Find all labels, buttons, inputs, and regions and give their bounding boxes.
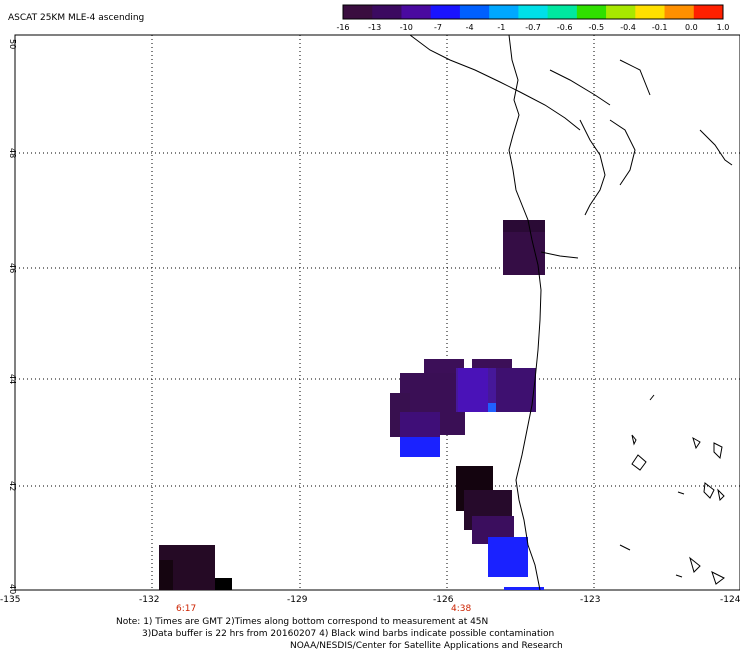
colorbar-tick-label: 1.0 xyxy=(717,23,730,32)
lon-label: -126 xyxy=(433,595,454,605)
colorbar-swatch xyxy=(576,5,607,19)
colorbar-swatch xyxy=(430,5,461,19)
lat-label: 42 xyxy=(8,481,17,491)
colorbar-swatch xyxy=(489,5,519,19)
colorbar-swatch xyxy=(401,5,432,19)
colorbar-tick-label: 0.0 xyxy=(685,23,698,32)
colorbar-swatch xyxy=(693,5,724,19)
lat-label: 46 xyxy=(8,263,17,273)
colorbar-swatch xyxy=(606,5,636,19)
swath-time: 4:38 xyxy=(451,604,471,614)
colorbar-tick-label: -7 xyxy=(434,23,442,32)
note-line-1: Note: 1) Times are GMT 2)Times along bot… xyxy=(116,617,488,627)
colorbar-border xyxy=(342,4,724,20)
lon-label: -135 xyxy=(0,595,20,605)
colorbar-tick-label: -4 xyxy=(466,23,474,32)
data-cell xyxy=(496,368,536,412)
coastline xyxy=(409,34,733,591)
colorbar-tick-label: -0.6 xyxy=(557,23,573,32)
colorbar-swatch xyxy=(518,5,549,19)
data-cell xyxy=(488,403,496,412)
note-line-2: 3)Data buffer is 22 hrs from 20160207 4)… xyxy=(142,629,554,639)
colorbar-tick-label: -16 xyxy=(336,23,349,32)
lat-label: 40 xyxy=(8,584,17,594)
colorbar-tick-label: -0.5 xyxy=(589,23,605,32)
note-line-3: NOAA/NESDIS/Center for Satellite Applica… xyxy=(290,641,563,650)
lat-label: 50 xyxy=(8,39,17,49)
colorbar-swatch xyxy=(343,5,373,19)
data-cell xyxy=(503,220,545,232)
colorbar-tick-label: -0.4 xyxy=(620,23,636,32)
colorbar-swatch xyxy=(635,5,666,19)
data-cell xyxy=(488,537,528,577)
lon-label: -132 xyxy=(139,595,159,605)
lon-label: -123 xyxy=(580,595,600,605)
lat-label: 48 xyxy=(8,148,17,158)
swath-time: 6:17 xyxy=(176,604,196,614)
colorbar-swatch xyxy=(547,5,578,19)
colorbar-tick-label: -10 xyxy=(400,23,413,32)
lon-label: -124 xyxy=(720,595,740,605)
colorbar-tick-label: -0.1 xyxy=(652,23,668,32)
colorbar-tick-label: -13 xyxy=(368,23,381,32)
data-cells xyxy=(159,220,545,590)
map-grid xyxy=(14,34,740,591)
data-cell xyxy=(215,578,232,590)
data-cell xyxy=(504,587,544,590)
colorbar-swatch xyxy=(372,5,402,19)
colorbar-tick-label: -1 xyxy=(497,23,505,32)
data-cell xyxy=(400,437,440,457)
data-cell xyxy=(458,368,488,412)
colorbar: -16 -13 -10 -7 -4 -1 -0.7 -0.6 -0.5 -0.4 -0.1 0.0 1.… xyxy=(336,4,730,32)
data-cell xyxy=(159,560,173,590)
lon-label: -129 xyxy=(287,595,308,605)
colorbar-tick-label: -0.7 xyxy=(525,23,541,32)
colorbar-swatch xyxy=(664,5,695,19)
map-title: ASCAT 25KM MLE-4 ascending xyxy=(8,13,144,23)
map-frame xyxy=(14,34,740,591)
colorbar-swatch xyxy=(459,5,490,19)
data-cell xyxy=(400,412,440,437)
lat-label: 44 xyxy=(8,374,17,384)
